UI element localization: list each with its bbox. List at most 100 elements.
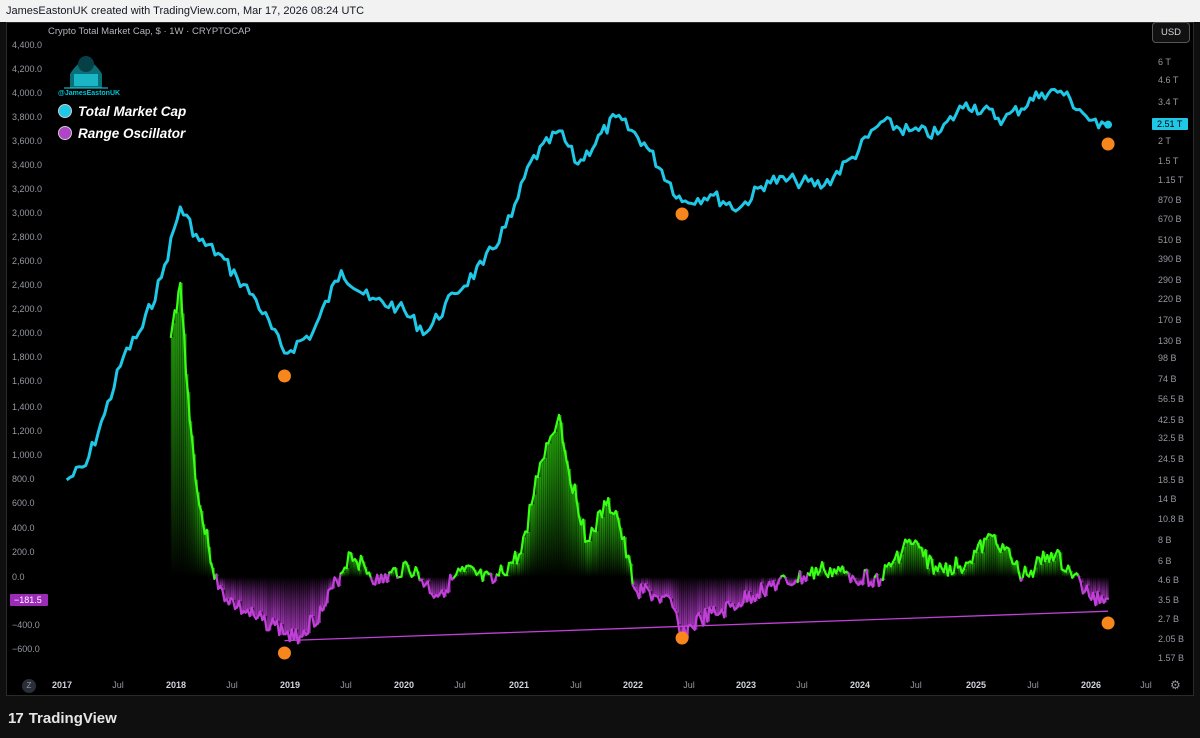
time-axis-tick[interactable]: Jul (910, 680, 922, 690)
oscillator-fill-positive (617, 517, 621, 577)
market-cap-bottom-marker (675, 207, 689, 221)
left-axis-tick: 1,600.0 (12, 376, 42, 386)
oscillator-fill-positive (1002, 544, 1006, 577)
oscillator-line-segment (349, 551, 354, 562)
tv-logo-icon: 17 (8, 710, 24, 727)
time-axis-tick[interactable]: 2026 (1081, 680, 1101, 690)
oscillator-fill-positive (990, 534, 994, 577)
oscillator-fill-negative (308, 577, 311, 634)
oscillator-fill-positive (204, 533, 208, 577)
time-axis-tick[interactable]: 2024 (850, 680, 870, 690)
oscillator-fill-positive (542, 460, 545, 577)
oscillator-fill-positive (456, 574, 459, 577)
right-axis-tick: 510 B (1158, 235, 1182, 245)
oscillator-fill-negative (239, 577, 242, 602)
oscillator-fill-negative (312, 577, 315, 616)
oscillator-fill-positive (901, 554, 904, 577)
oscillator-fill-negative (270, 577, 274, 625)
oscillator-fill-negative (740, 577, 744, 607)
time-axis[interactable]: 2017 Jul 2018 Jul 2019 Jul 2020 Jul 2021 Jul 2022 J… (52, 680, 1152, 690)
symbol-title[interactable]: Crypto Total Market Cap, $ · 1W · CRYPTO… (48, 26, 251, 37)
oscillator-fill-positive (513, 562, 516, 577)
oscillator-line-segment (280, 622, 285, 636)
oscillator-line-segment (1031, 566, 1037, 578)
oscillator-line-segment (194, 478, 199, 494)
right-axis-tick: 1.15 T (1158, 175, 1184, 185)
oscillator-fill-positive (525, 531, 529, 577)
market-cap-layer (65, 87, 1113, 482)
left-axis-tick: 3,800.0 (12, 112, 42, 122)
oscillator-line-segment (1085, 584, 1091, 598)
oscillator-line-segment (559, 421, 564, 444)
oscillator-fill-positive (832, 576, 835, 577)
oscillator-fill-positive (529, 505, 533, 577)
time-axis-tick[interactable]: Jul (340, 680, 352, 690)
oscillator-fill-negative (272, 577, 276, 619)
footer: 17 TradingView (0, 696, 1200, 738)
oscillator-line-segment (547, 435, 552, 445)
left-axis-tick: 3,000.0 (12, 208, 42, 218)
currency-button[interactable]: USD (1152, 22, 1190, 43)
time-axis-tick[interactable]: 2022 (623, 680, 643, 690)
oscillator-fill-positive (998, 548, 1002, 577)
oscillator-line-segment (184, 373, 190, 394)
oscillator-fill-positive (597, 512, 601, 577)
oscillator-fill-positive (350, 553, 354, 577)
left-axis-tick: 800.0 (12, 474, 35, 484)
oscillator-fill-negative (253, 577, 257, 616)
oscillator-line-segment (543, 442, 548, 459)
left-axis-tick: 1,000.0 (12, 450, 42, 460)
time-axis-tick[interactable]: Jul (112, 680, 124, 690)
oscillator-fill-negative (277, 577, 280, 621)
oscillator-fill-positive (527, 531, 531, 577)
time-axis-tick[interactable]: 2020 (394, 680, 414, 690)
oscillator-fill-positive (583, 519, 586, 577)
oscillator-line-segment (447, 573, 452, 594)
time-axis-tick[interactable]: Jul (796, 680, 808, 690)
reset-zoom-button[interactable]: Z (22, 679, 36, 693)
market-cap-value-badge (1152, 118, 1188, 130)
oscillator-fill-negative (703, 577, 706, 626)
right-axis-tick: 170 B (1158, 315, 1182, 325)
oscillator-line-segment (317, 605, 322, 625)
oscillator-fill-positive (1049, 561, 1052, 577)
oscillator-fill-negative (1082, 577, 1086, 594)
oscillator-line-segment (607, 497, 612, 514)
oscillator-fill-negative (659, 577, 663, 603)
time-axis-tick[interactable]: Jul (683, 680, 695, 690)
tradingview-logo[interactable]: 17 TradingView (8, 710, 117, 727)
left-axis-tick: 2,800.0 (12, 232, 42, 242)
oscillator-fill-negative (1089, 577, 1092, 597)
oscillator-fill-positive (613, 514, 617, 577)
settings-gear-icon[interactable]: ⚙ (1170, 678, 1181, 692)
oscillator-fill-positive (996, 544, 1000, 577)
oscillator-fill-positive (962, 572, 965, 577)
oscillator-fill-positive (978, 544, 981, 577)
oscillator-fill-negative (649, 577, 653, 592)
oscillator-fill-negative (293, 577, 297, 640)
oscillator-fill-positive (820, 570, 823, 577)
time-axis-tick[interactable]: 2018 (166, 680, 186, 690)
oscillator-fill-positive (939, 563, 943, 577)
oscillator-fill-positive (533, 494, 537, 577)
time-axis-tick[interactable]: 2017 (52, 680, 72, 690)
oscillator-fill-negative (751, 577, 754, 603)
oscillator-line-segment (898, 553, 903, 564)
oscillator-fill-positive (994, 535, 998, 577)
time-axis-tick[interactable]: 2019 (280, 680, 300, 690)
time-axis-tick[interactable]: Jul (1140, 680, 1152, 690)
time-axis-tick[interactable]: 2021 (509, 680, 529, 690)
oscillator-line-segment (169, 322, 174, 339)
time-axis-tick[interactable]: Jul (570, 680, 582, 690)
oscillator-fill-positive (178, 291, 181, 577)
brand-text: TradingView (28, 710, 117, 727)
time-axis-tick[interactable]: 2023 (736, 680, 756, 690)
time-axis-tick[interactable]: 2025 (966, 680, 986, 690)
oscillator-line-segment (205, 528, 210, 549)
time-axis-tick[interactable]: Jul (454, 680, 466, 690)
oscillator-fill-positive (170, 337, 174, 577)
time-axis-tick[interactable]: Jul (1027, 680, 1039, 690)
oscillator-line-segment (865, 568, 870, 588)
oscillator-fill-positive (1014, 564, 1018, 577)
time-axis-tick[interactable]: Jul (226, 680, 238, 690)
